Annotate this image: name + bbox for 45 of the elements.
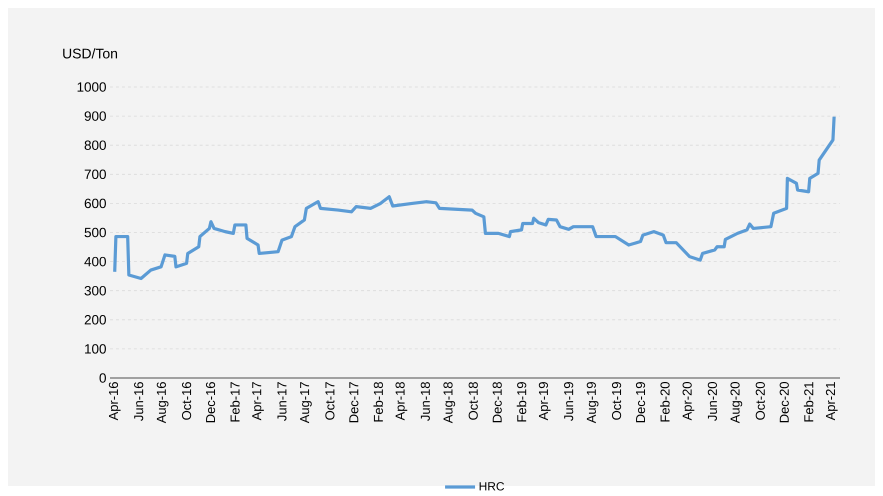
y-tick-label: 900 xyxy=(84,111,106,121)
x-tick-label: Apr-18 xyxy=(396,382,408,420)
x-tick-label: Jun-18 xyxy=(420,382,430,421)
y-tick-label: 200 xyxy=(84,315,106,325)
x-tick-label: Oct-19 xyxy=(612,382,622,420)
y-axis-title: USD/Ton xyxy=(63,48,118,59)
x-tick-label: Jun-17 xyxy=(277,382,287,421)
x-tick-label: Dec-19 xyxy=(636,382,646,422)
x-tick-label: Feb-18 xyxy=(373,382,383,422)
x-tick-label: Feb-20 xyxy=(660,382,670,422)
x-tick-label: Apr-21 xyxy=(826,382,838,420)
x-tick-label: Jun-19 xyxy=(564,382,574,421)
x-tick-label: Oct-18 xyxy=(468,382,478,420)
x-tick-label: Feb-17 xyxy=(230,382,240,422)
x-tick-label: Aug-16 xyxy=(156,382,168,424)
y-tick-label: 500 xyxy=(84,228,106,238)
x-tick-label: Aug-19 xyxy=(586,382,598,424)
x-tick-label: Oct-17 xyxy=(325,382,334,420)
x-tick-label: Oct-20 xyxy=(756,382,765,420)
x-tick-label: Dec-17 xyxy=(349,382,358,422)
x-tick-label: Aug-20 xyxy=(730,382,742,424)
y-tick-label: 800 xyxy=(84,140,106,150)
x-tick-label: Aug-17 xyxy=(300,382,312,424)
x-tick-label: Apr-20 xyxy=(682,382,694,420)
x-tick-label: Dec-18 xyxy=(492,382,502,422)
line-series xyxy=(113,115,836,280)
y-tick-label: 0 xyxy=(100,373,106,383)
y-tick-label: 100 xyxy=(85,344,106,354)
x-tick-label: Apr-19 xyxy=(538,382,551,420)
x-tick-label: Aug-18 xyxy=(443,382,456,424)
x-tick-label: Apr-16 xyxy=(108,382,121,420)
x-tick-label: Jun-20 xyxy=(708,382,717,421)
x-tick-label: Jun-16 xyxy=(134,382,144,421)
x-tick-label: Oct-16 xyxy=(182,382,192,420)
x-tick-label: Apr-17 xyxy=(252,382,264,420)
y-tick-label: 600 xyxy=(84,198,106,208)
x-tick-label: Feb-21 xyxy=(804,382,814,422)
x-tick-label: Feb-19 xyxy=(516,382,526,422)
y-tick-label: 700 xyxy=(84,170,106,180)
y-tick-label: 400 xyxy=(84,256,106,266)
x-tick-label: Dec-16 xyxy=(206,382,216,422)
legend-label: HRC xyxy=(480,482,504,491)
y-tick-label: 1000 xyxy=(78,82,106,92)
y-tick-label: 300 xyxy=(84,286,106,296)
x-tick-label: Dec-20 xyxy=(780,382,789,422)
